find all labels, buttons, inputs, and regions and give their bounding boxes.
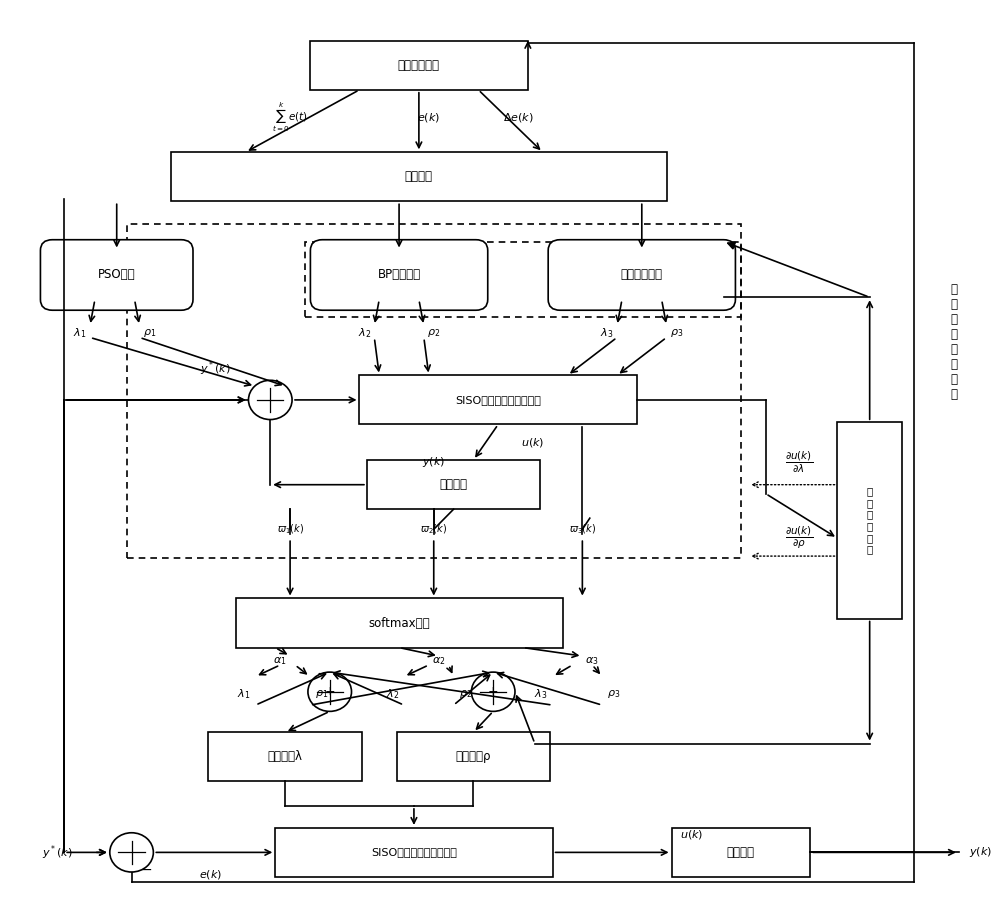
Bar xyxy=(127,224,741,559)
Text: $\lambda_3$: $\lambda_3$ xyxy=(534,688,547,701)
Bar xyxy=(367,460,540,509)
Bar xyxy=(305,242,741,317)
Text: $\lambda_2$: $\lambda_2$ xyxy=(386,688,399,701)
Text: $\lambda_1$: $\lambda_1$ xyxy=(237,688,250,701)
Text: $\alpha_3$: $\alpha_3$ xyxy=(585,656,599,667)
Text: +: + xyxy=(324,685,335,699)
Text: SISO紧格式无模型控制器: SISO紧格式无模型控制器 xyxy=(371,848,457,858)
Bar xyxy=(275,828,553,877)
Text: $y(k)$: $y(k)$ xyxy=(969,845,992,859)
Text: $e(k)$: $e(k)$ xyxy=(417,110,440,124)
Text: $\varpi_1(k)$: $\varpi_1(k)$ xyxy=(277,523,304,536)
FancyBboxPatch shape xyxy=(310,240,488,310)
Text: $y^*(k)$: $y^*(k)$ xyxy=(42,843,73,862)
Text: SISO紧格式无模型控制器: SISO紧格式无模型控制器 xyxy=(455,395,541,405)
Text: $\rho_1$: $\rho_1$ xyxy=(315,689,328,700)
Text: $u(k)$: $u(k)$ xyxy=(521,436,544,449)
Text: $e(k)$: $e(k)$ xyxy=(199,868,222,881)
Text: $\sum_{t=0}^{k}e(t)$: $\sum_{t=0}^{k}e(t)$ xyxy=(272,101,308,134)
Text: 系统误差集合: 系统误差集合 xyxy=(398,58,440,72)
Text: $y^*(k)$: $y^*(k)$ xyxy=(200,359,231,378)
Text: 整定参数ρ: 整定参数ρ xyxy=(456,751,491,763)
Bar xyxy=(837,422,902,619)
Text: $\dfrac{\partial u(k)}{\partial\rho}$: $\dfrac{\partial u(k)}{\partial\rho}$ xyxy=(785,525,813,551)
Text: $\varpi_3(k)$: $\varpi_3(k)$ xyxy=(569,523,596,536)
Text: $\alpha_1$: $\alpha_1$ xyxy=(273,656,287,667)
FancyBboxPatch shape xyxy=(40,240,193,310)
Bar xyxy=(397,733,550,781)
Text: softmax函数: softmax函数 xyxy=(368,617,430,629)
Text: 神
经
网
络
反
向
传
播: 神 经 网 络 反 向 传 播 xyxy=(950,283,957,401)
Text: $\rho_1$: $\rho_1$ xyxy=(143,327,156,339)
Circle shape xyxy=(471,672,515,711)
Text: PSO算法: PSO算法 xyxy=(98,269,136,281)
Text: $\lambda_1$: $\lambda_1$ xyxy=(73,326,87,339)
Text: $u(k)$: $u(k)$ xyxy=(680,828,703,841)
Bar xyxy=(236,598,563,647)
Text: 梯
度
信
息
集
合: 梯 度 信 息 集 合 xyxy=(867,487,873,554)
Text: $\Delta e(k)$: $\Delta e(k)$ xyxy=(503,110,533,124)
Bar xyxy=(672,828,810,877)
Text: $\rho_2$: $\rho_2$ xyxy=(459,689,472,700)
Text: 输入集合: 输入集合 xyxy=(405,171,433,183)
Text: $\rho_3$: $\rho_3$ xyxy=(670,327,683,339)
Text: $\varpi_2(k)$: $\varpi_2(k)$ xyxy=(420,523,447,536)
Text: 整定参数λ: 整定参数λ xyxy=(268,751,303,763)
Text: +: + xyxy=(488,685,499,699)
Text: $\lambda_2$: $\lambda_2$ xyxy=(358,326,371,339)
Text: 循环神经网络: 循环神经网络 xyxy=(621,269,663,281)
Text: BP神经网络: BP神经网络 xyxy=(378,269,421,281)
Bar xyxy=(359,375,637,425)
Bar xyxy=(310,40,528,90)
Bar xyxy=(171,153,667,201)
Text: $\lambda_3$: $\lambda_3$ xyxy=(600,326,614,339)
Text: 被控对象: 被控对象 xyxy=(727,846,755,858)
FancyBboxPatch shape xyxy=(548,240,735,310)
Text: $\alpha_2$: $\alpha_2$ xyxy=(432,656,445,667)
Text: $\dfrac{\partial u(k)}{\partial\lambda}$: $\dfrac{\partial u(k)}{\partial\lambda}$ xyxy=(785,450,813,475)
Text: $y(k)$: $y(k)$ xyxy=(422,455,445,470)
Circle shape xyxy=(308,672,352,711)
Text: 被控对象: 被控对象 xyxy=(440,479,468,491)
Circle shape xyxy=(248,380,292,419)
Circle shape xyxy=(110,832,153,872)
Text: $\rho_3$: $\rho_3$ xyxy=(607,689,621,700)
Text: $\rho_2$: $\rho_2$ xyxy=(427,327,440,339)
Text: $-$: $-$ xyxy=(140,861,153,876)
Bar xyxy=(208,733,362,781)
